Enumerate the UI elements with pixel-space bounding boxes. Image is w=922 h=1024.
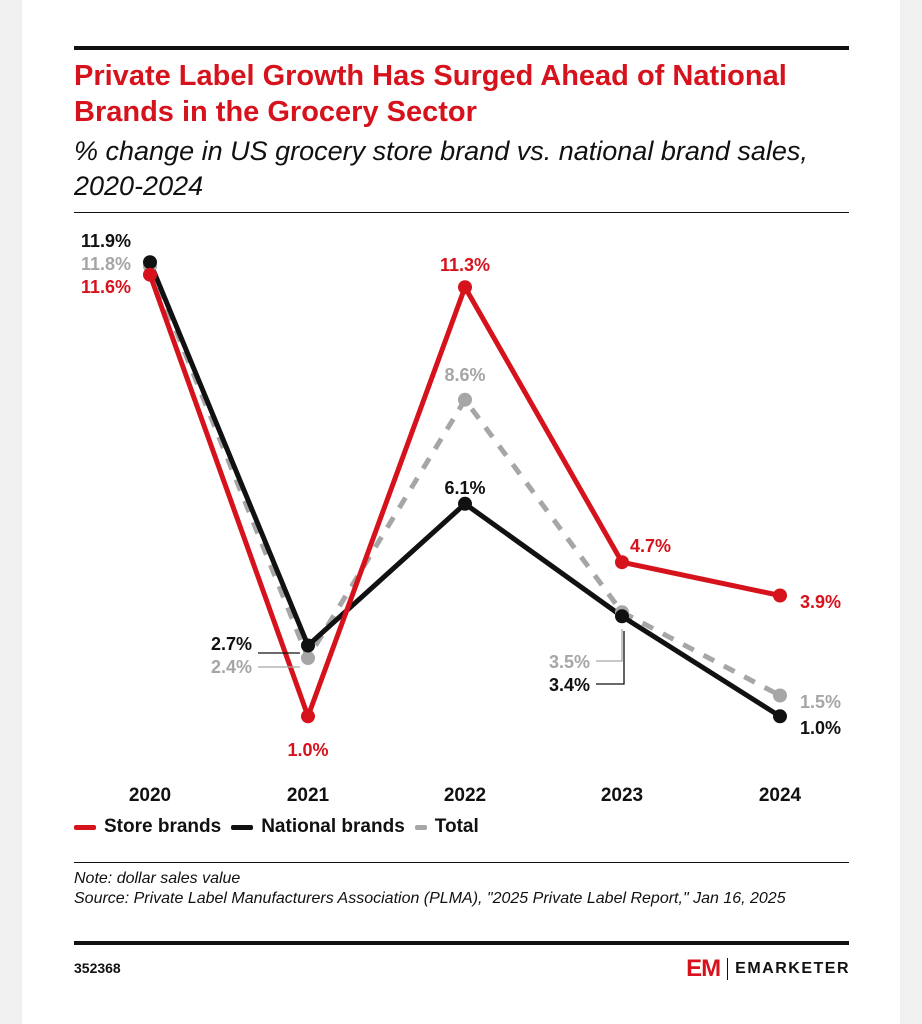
data-point-national xyxy=(615,609,629,624)
legend-item-national: National brands xyxy=(231,816,405,838)
data-label-national: 6.1% xyxy=(444,478,485,498)
legend-item-total: Total xyxy=(414,816,479,838)
chart-id: 352368 xyxy=(74,960,121,976)
data-point-national xyxy=(143,255,157,270)
brand-name: EMARKETER xyxy=(735,960,850,977)
data-label-national: 11.9% xyxy=(81,231,131,251)
data-point-store xyxy=(143,267,157,282)
data-point-store xyxy=(458,280,472,295)
legend-label-store: Store brands xyxy=(104,816,222,837)
legend: Store brands National brands Total xyxy=(74,812,489,842)
x-tick-label: 2020 xyxy=(129,785,171,806)
data-label-store: 11.3% xyxy=(440,255,490,275)
legend-swatch-store xyxy=(74,824,96,830)
chart-title: Private Label Growth Has Surged Ahead of… xyxy=(74,60,787,128)
legend-swatch-national xyxy=(231,824,254,830)
data-label-total: 8.6% xyxy=(444,365,485,385)
x-tick-label: 2022 xyxy=(444,785,486,806)
data-label-store: 1.0% xyxy=(287,740,328,760)
legend-label-national: National brands xyxy=(261,816,405,837)
data-label-total: 2.4% xyxy=(211,657,252,677)
notes-rule xyxy=(74,862,849,863)
legend-label-total: Total xyxy=(434,816,479,837)
source-text: Source: Private Label Manufacturers Asso… xyxy=(74,889,786,907)
top-rule xyxy=(74,46,849,50)
x-tick-label: 2021 xyxy=(287,785,330,806)
legend-swatch-total xyxy=(414,824,427,830)
data-label-national: 1.0% xyxy=(800,718,841,738)
data-point-store xyxy=(615,555,629,570)
data-point-total xyxy=(773,688,787,703)
data-point-national xyxy=(458,496,472,511)
data-label-store: 3.9% xyxy=(800,592,841,612)
note-text: Note: dollar sales value xyxy=(74,870,241,887)
brand-mark: EM xyxy=(686,955,721,982)
data-point-total xyxy=(301,651,315,665)
x-tick-label: 2023 xyxy=(601,785,643,806)
leader-line-total xyxy=(596,629,623,662)
x-tick-label: 2024 xyxy=(759,785,802,806)
data-label-store: 4.7% xyxy=(630,536,671,556)
bottom-rule xyxy=(74,941,849,945)
data-label-total: 3.5% xyxy=(549,652,590,672)
data-point-store xyxy=(773,588,787,603)
data-label-national: 2.7% xyxy=(211,634,252,654)
brand-separator xyxy=(727,958,729,980)
legend-item-store: Store brands xyxy=(74,816,221,838)
data-label-total: 11.8% xyxy=(81,254,131,274)
data-label-total: 1.5% xyxy=(800,692,841,712)
data-label-store: 11.6% xyxy=(81,277,131,297)
data-point-store xyxy=(301,709,315,724)
chart-card xyxy=(22,0,900,1024)
data-point-total xyxy=(458,392,472,407)
brand-logo: EM EMARKETER xyxy=(686,955,850,983)
data-point-national xyxy=(301,638,315,653)
data-point-national xyxy=(773,709,787,724)
subtitle-rule xyxy=(74,212,849,213)
leader-line-national xyxy=(596,631,625,685)
chart-subtitle: % change in US grocery store brand vs. n… xyxy=(74,136,808,201)
notes: Note: dollar sales value Source: Private… xyxy=(74,869,849,908)
data-label-national: 3.4% xyxy=(549,675,590,695)
